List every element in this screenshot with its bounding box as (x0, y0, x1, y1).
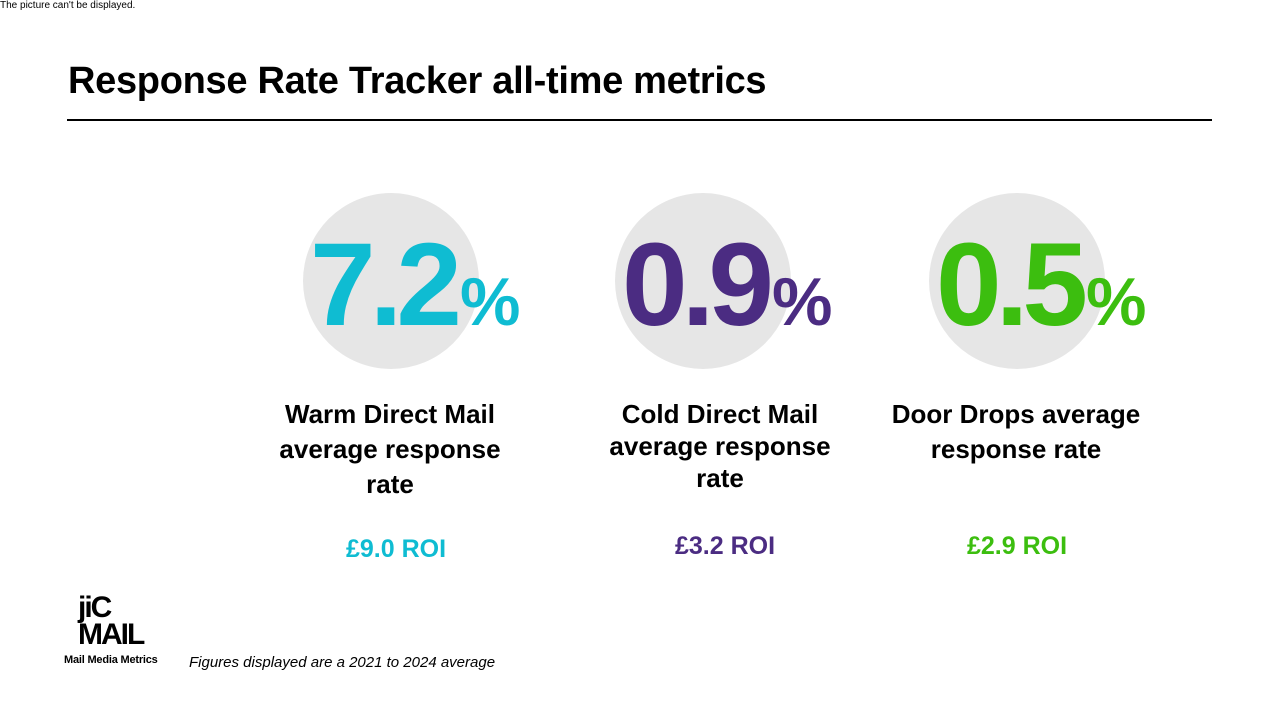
metric-roi-cold: £3.2 ROI (674, 532, 776, 560)
logo-mark-line1: jiC (78, 591, 112, 624)
metric-circle-warm (303, 193, 479, 369)
metric-label-line: average response (279, 434, 501, 464)
metric-label-door: Door Drops average response rate (886, 397, 1146, 467)
metric-unit: % (460, 264, 521, 340)
metric-number: 0.9 (622, 219, 774, 351)
metric-label-line: rate (696, 463, 744, 493)
metric-value-warm: 7.2% (310, 226, 521, 344)
metric-unit: % (1086, 264, 1147, 340)
metric-circle-door (929, 193, 1105, 369)
metric-number: 7.2 (310, 219, 462, 351)
footnote: Figures displayed are a 2021 to 2024 ave… (189, 654, 496, 671)
jicmail-logo: jiC MAIL Mail Media Metrics (64, 591, 168, 667)
metric-unit: % (772, 264, 833, 340)
page-title: Response Rate Tracker all-time metrics (68, 60, 767, 102)
logo-caption: Mail Media Metrics (64, 654, 158, 666)
title-divider (67, 119, 1212, 121)
logo-mark-line2: MAIL (78, 618, 145, 651)
broken-image-placeholder: The picture can't be displayed. (0, 0, 136, 11)
metric-number: 0.5 (936, 219, 1088, 351)
metric-label-line: response rate (930, 434, 1102, 464)
metric-label-line: Door Drops average (891, 399, 1141, 429)
metric-value-cold: 0.9% (622, 226, 833, 344)
metric-label-line: rate (366, 469, 414, 499)
metric-label-line: Cold Direct Mail (621, 399, 819, 429)
metric-label-line: Warm Direct Mail (285, 399, 495, 429)
metric-circle-cold (615, 193, 791, 369)
metric-value-door: 0.5% (936, 226, 1147, 344)
metric-label-cold: Cold Direct Mail average response rate (590, 398, 850, 494)
metric-label-line: average response (609, 431, 831, 461)
metric-label-warm: Warm Direct Mail average response rate (260, 397, 520, 502)
metric-roi-warm: £9.0 ROI (345, 535, 447, 563)
metric-roi-door: £2.9 ROI (966, 532, 1068, 560)
